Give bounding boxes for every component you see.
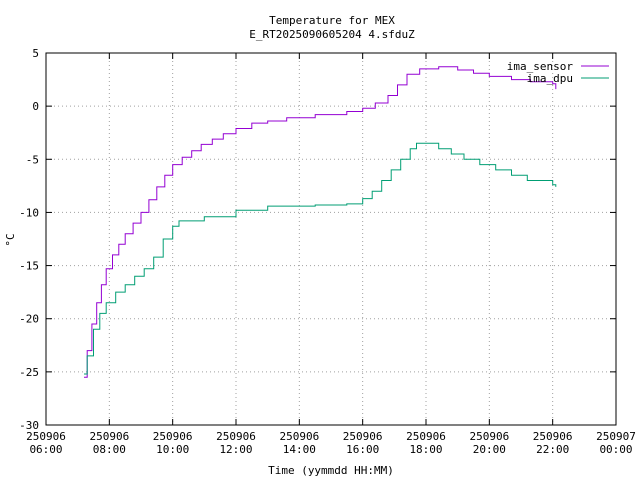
x-tick-label-date: 250906 <box>216 430 256 443</box>
grid-lines <box>46 53 616 425</box>
x-tick-label-time: 12:00 <box>219 443 252 456</box>
x-tick-label-date: 250906 <box>153 430 193 443</box>
y-tick-label: -5 <box>26 153 39 166</box>
x-tick-label-date: 250906 <box>469 430 509 443</box>
y-tick-label: -15 <box>19 260 39 273</box>
x-tick-label-date: 250907 <box>596 430 636 443</box>
series-lines <box>84 66 557 378</box>
x-tick-label-time: 10:00 <box>156 443 189 456</box>
x-tick-label-date: 250906 <box>406 430 446 443</box>
y-tick-label: -25 <box>19 366 39 379</box>
x-axis-label: Time (yymmdd HH:MM) <box>268 464 394 477</box>
y-axis-ticks: 5 0 -5 -10 -15 -20 -25 -30 <box>19 47 616 432</box>
chart-subtitle: E_RT2025090605204 4.sfduZ <box>249 28 415 41</box>
plot-frame <box>45 52 617 426</box>
x-tick-label-time: 06:00 <box>29 443 62 456</box>
x-tick-label-time: 00:00 <box>599 443 632 456</box>
x-tick-label-time: 20:00 <box>473 443 506 456</box>
x-tick-label-time: 14:00 <box>283 443 316 456</box>
x-tick-label-time: 16:00 <box>346 443 379 456</box>
x-tick-label-time: 08:00 <box>93 443 126 456</box>
y-tick-label: 5 <box>32 47 39 60</box>
legend-label-ima-dpu: ima_dpu <box>527 72 573 85</box>
y-tick-label: 0 <box>32 100 39 113</box>
chart-title: Temperature for MEX <box>269 14 395 27</box>
legend-label-ima-sensor: ima_sensor <box>507 60 574 73</box>
x-tick-label-time: 18:00 <box>409 443 442 456</box>
x-tick-label-time: 22:00 <box>536 443 569 456</box>
series-line-ima-dpu <box>84 142 557 375</box>
x-tick-label-date: 250906 <box>343 430 383 443</box>
y-axis-label: °C <box>4 233 17 246</box>
x-tick-label-date: 250906 <box>89 430 129 443</box>
y-tick-label: -10 <box>19 206 39 219</box>
x-tick-label-date: 250906 <box>533 430 573 443</box>
x-tick-label-date: 250906 <box>279 430 319 443</box>
y-tick-label: -20 <box>19 313 39 326</box>
series-line-ima-sensor <box>84 66 557 378</box>
x-axis-ticks: 25090606:0025090608:0025090610:002509061… <box>26 53 636 456</box>
y-tick-label: -30 <box>19 419 39 432</box>
x-tick-label-date: 250906 <box>26 430 66 443</box>
